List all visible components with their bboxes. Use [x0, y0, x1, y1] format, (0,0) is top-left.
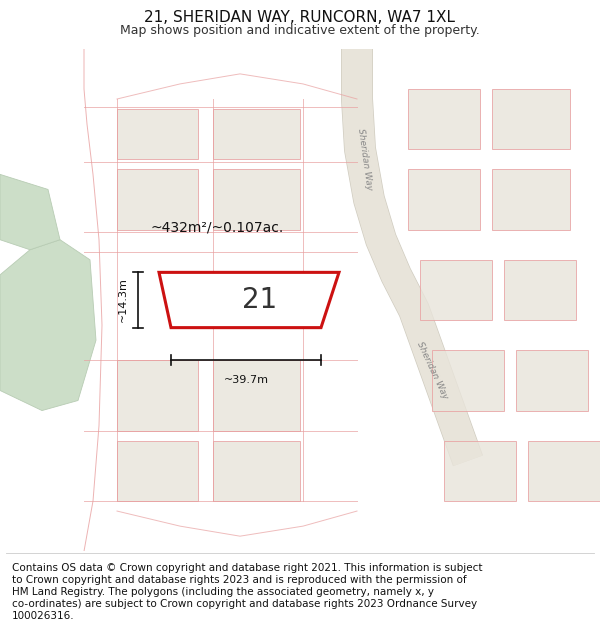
Polygon shape	[117, 169, 198, 229]
Polygon shape	[444, 441, 516, 501]
Text: HM Land Registry. The polygons (including the associated geometry, namely x, y: HM Land Registry. The polygons (includin…	[12, 587, 434, 597]
Polygon shape	[213, 360, 300, 431]
Polygon shape	[408, 169, 480, 229]
Polygon shape	[213, 109, 300, 159]
Polygon shape	[492, 169, 570, 229]
Text: ~14.3m: ~14.3m	[118, 278, 128, 322]
Text: to Crown copyright and database rights 2023 and is reproduced with the permissio: to Crown copyright and database rights 2…	[12, 575, 467, 585]
Text: co-ordinates) are subject to Crown copyright and database rights 2023 Ordnance S: co-ordinates) are subject to Crown copyr…	[12, 599, 477, 609]
Polygon shape	[213, 169, 300, 229]
Polygon shape	[117, 109, 198, 159]
Polygon shape	[492, 89, 570, 149]
Text: 21, SHERIDAN WAY, RUNCORN, WA7 1XL: 21, SHERIDAN WAY, RUNCORN, WA7 1XL	[145, 10, 455, 25]
Text: Sheridan Way: Sheridan Way	[356, 127, 374, 191]
Text: 100026316.: 100026316.	[12, 611, 74, 621]
Text: Map shows position and indicative extent of the property.: Map shows position and indicative extent…	[120, 24, 480, 36]
Polygon shape	[117, 360, 198, 431]
Polygon shape	[408, 89, 480, 149]
Polygon shape	[432, 350, 504, 411]
Polygon shape	[528, 441, 600, 501]
Polygon shape	[159, 272, 339, 328]
Polygon shape	[0, 174, 60, 250]
Polygon shape	[516, 350, 588, 411]
Text: 21: 21	[242, 286, 277, 314]
Text: Sheridan Way: Sheridan Way	[415, 340, 449, 401]
Text: ~39.7m: ~39.7m	[224, 376, 269, 386]
Polygon shape	[504, 260, 576, 320]
Polygon shape	[213, 441, 300, 501]
Polygon shape	[420, 260, 492, 320]
Polygon shape	[117, 441, 198, 501]
Text: Contains OS data © Crown copyright and database right 2021. This information is : Contains OS data © Crown copyright and d…	[12, 563, 482, 573]
Text: ~432m²/~0.107ac.: ~432m²/~0.107ac.	[151, 220, 284, 234]
Polygon shape	[0, 240, 96, 411]
